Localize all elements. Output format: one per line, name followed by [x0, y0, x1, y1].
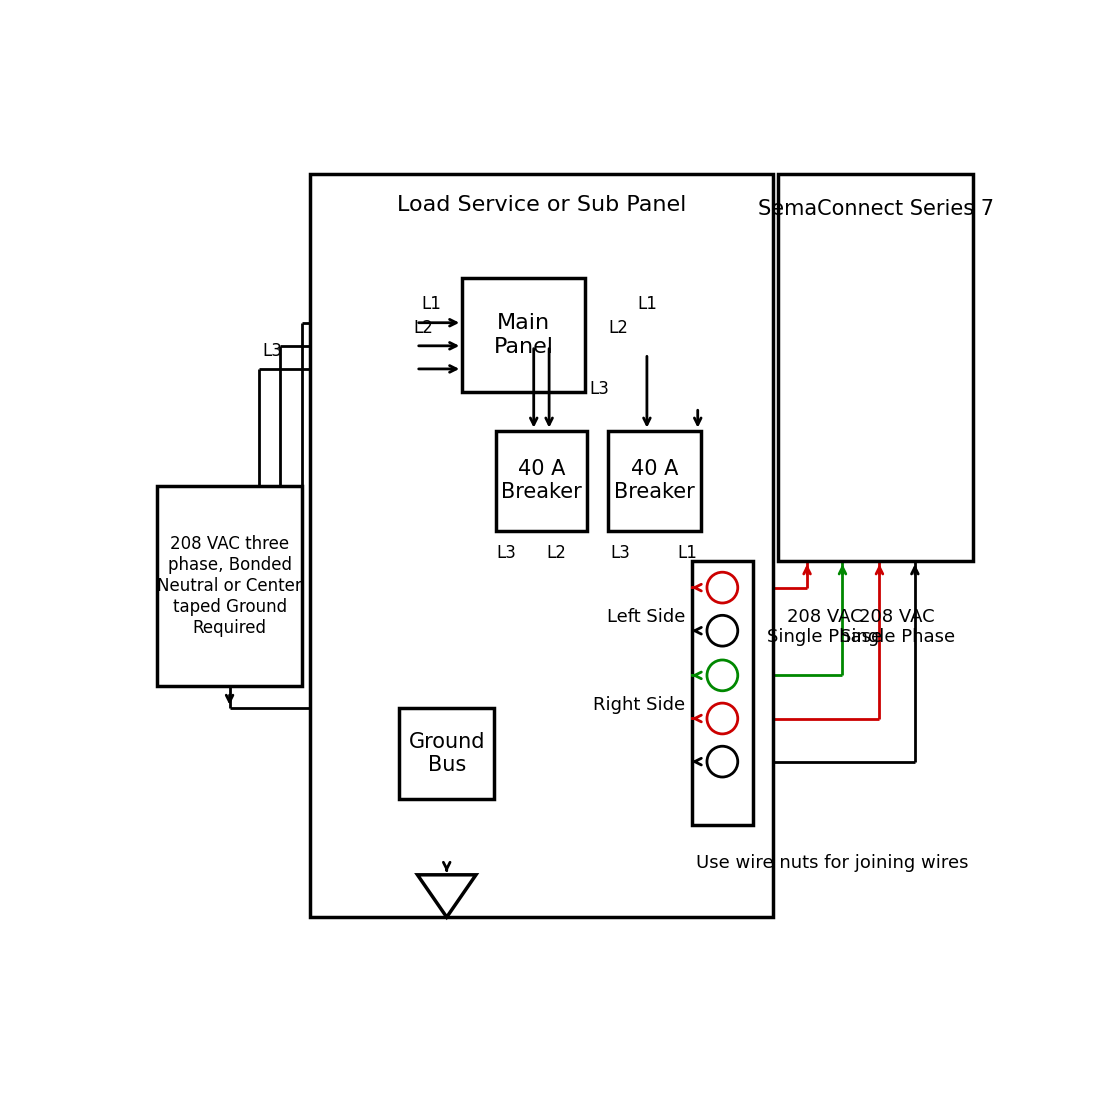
Text: L3: L3	[590, 380, 609, 397]
Text: L3: L3	[496, 545, 516, 562]
Text: L1: L1	[637, 295, 657, 314]
Bar	[496, 430, 587, 530]
Text: L1: L1	[421, 295, 441, 314]
Text: 208 VAC three
phase, Bonded
Neutral or Center
taped Ground
Required: 208 VAC three phase, Bonded Neutral or C…	[157, 536, 301, 637]
Bar	[462, 278, 585, 392]
Text: Load Service or Sub Panel: Load Service or Sub Panel	[397, 195, 686, 215]
Bar	[608, 430, 701, 530]
Text: 208 VAC
Single Phase: 208 VAC Single Phase	[767, 607, 882, 647]
Circle shape	[707, 703, 738, 733]
Text: 208 VAC
Single Phase: 208 VAC Single Phase	[839, 607, 955, 647]
Text: L2: L2	[546, 545, 565, 562]
Bar	[399, 708, 495, 798]
Text: 40 A
Breaker: 40 A Breaker	[614, 459, 695, 502]
Bar	[310, 175, 773, 917]
Bar	[157, 486, 301, 686]
Text: Ground
Bus: Ground Bus	[408, 731, 485, 775]
Text: Right Side: Right Side	[593, 696, 685, 714]
Text: L1: L1	[678, 545, 697, 562]
Circle shape	[707, 615, 738, 646]
Text: Use wire nuts for joining wires: Use wire nuts for joining wires	[696, 854, 969, 872]
Text: 40 A
Breaker: 40 A Breaker	[500, 459, 582, 502]
Circle shape	[707, 572, 738, 603]
Circle shape	[707, 747, 738, 777]
Text: L2: L2	[608, 318, 628, 337]
Text: L2: L2	[414, 318, 433, 337]
Text: L3: L3	[263, 341, 283, 360]
Text: SemaConnect Series 7: SemaConnect Series 7	[758, 199, 993, 219]
Text: L3: L3	[610, 545, 630, 562]
Text: Main
Panel: Main Panel	[494, 313, 553, 357]
Text: Left Side: Left Side	[607, 608, 685, 626]
Bar	[778, 175, 974, 561]
Circle shape	[707, 660, 738, 691]
Bar	[692, 561, 754, 825]
